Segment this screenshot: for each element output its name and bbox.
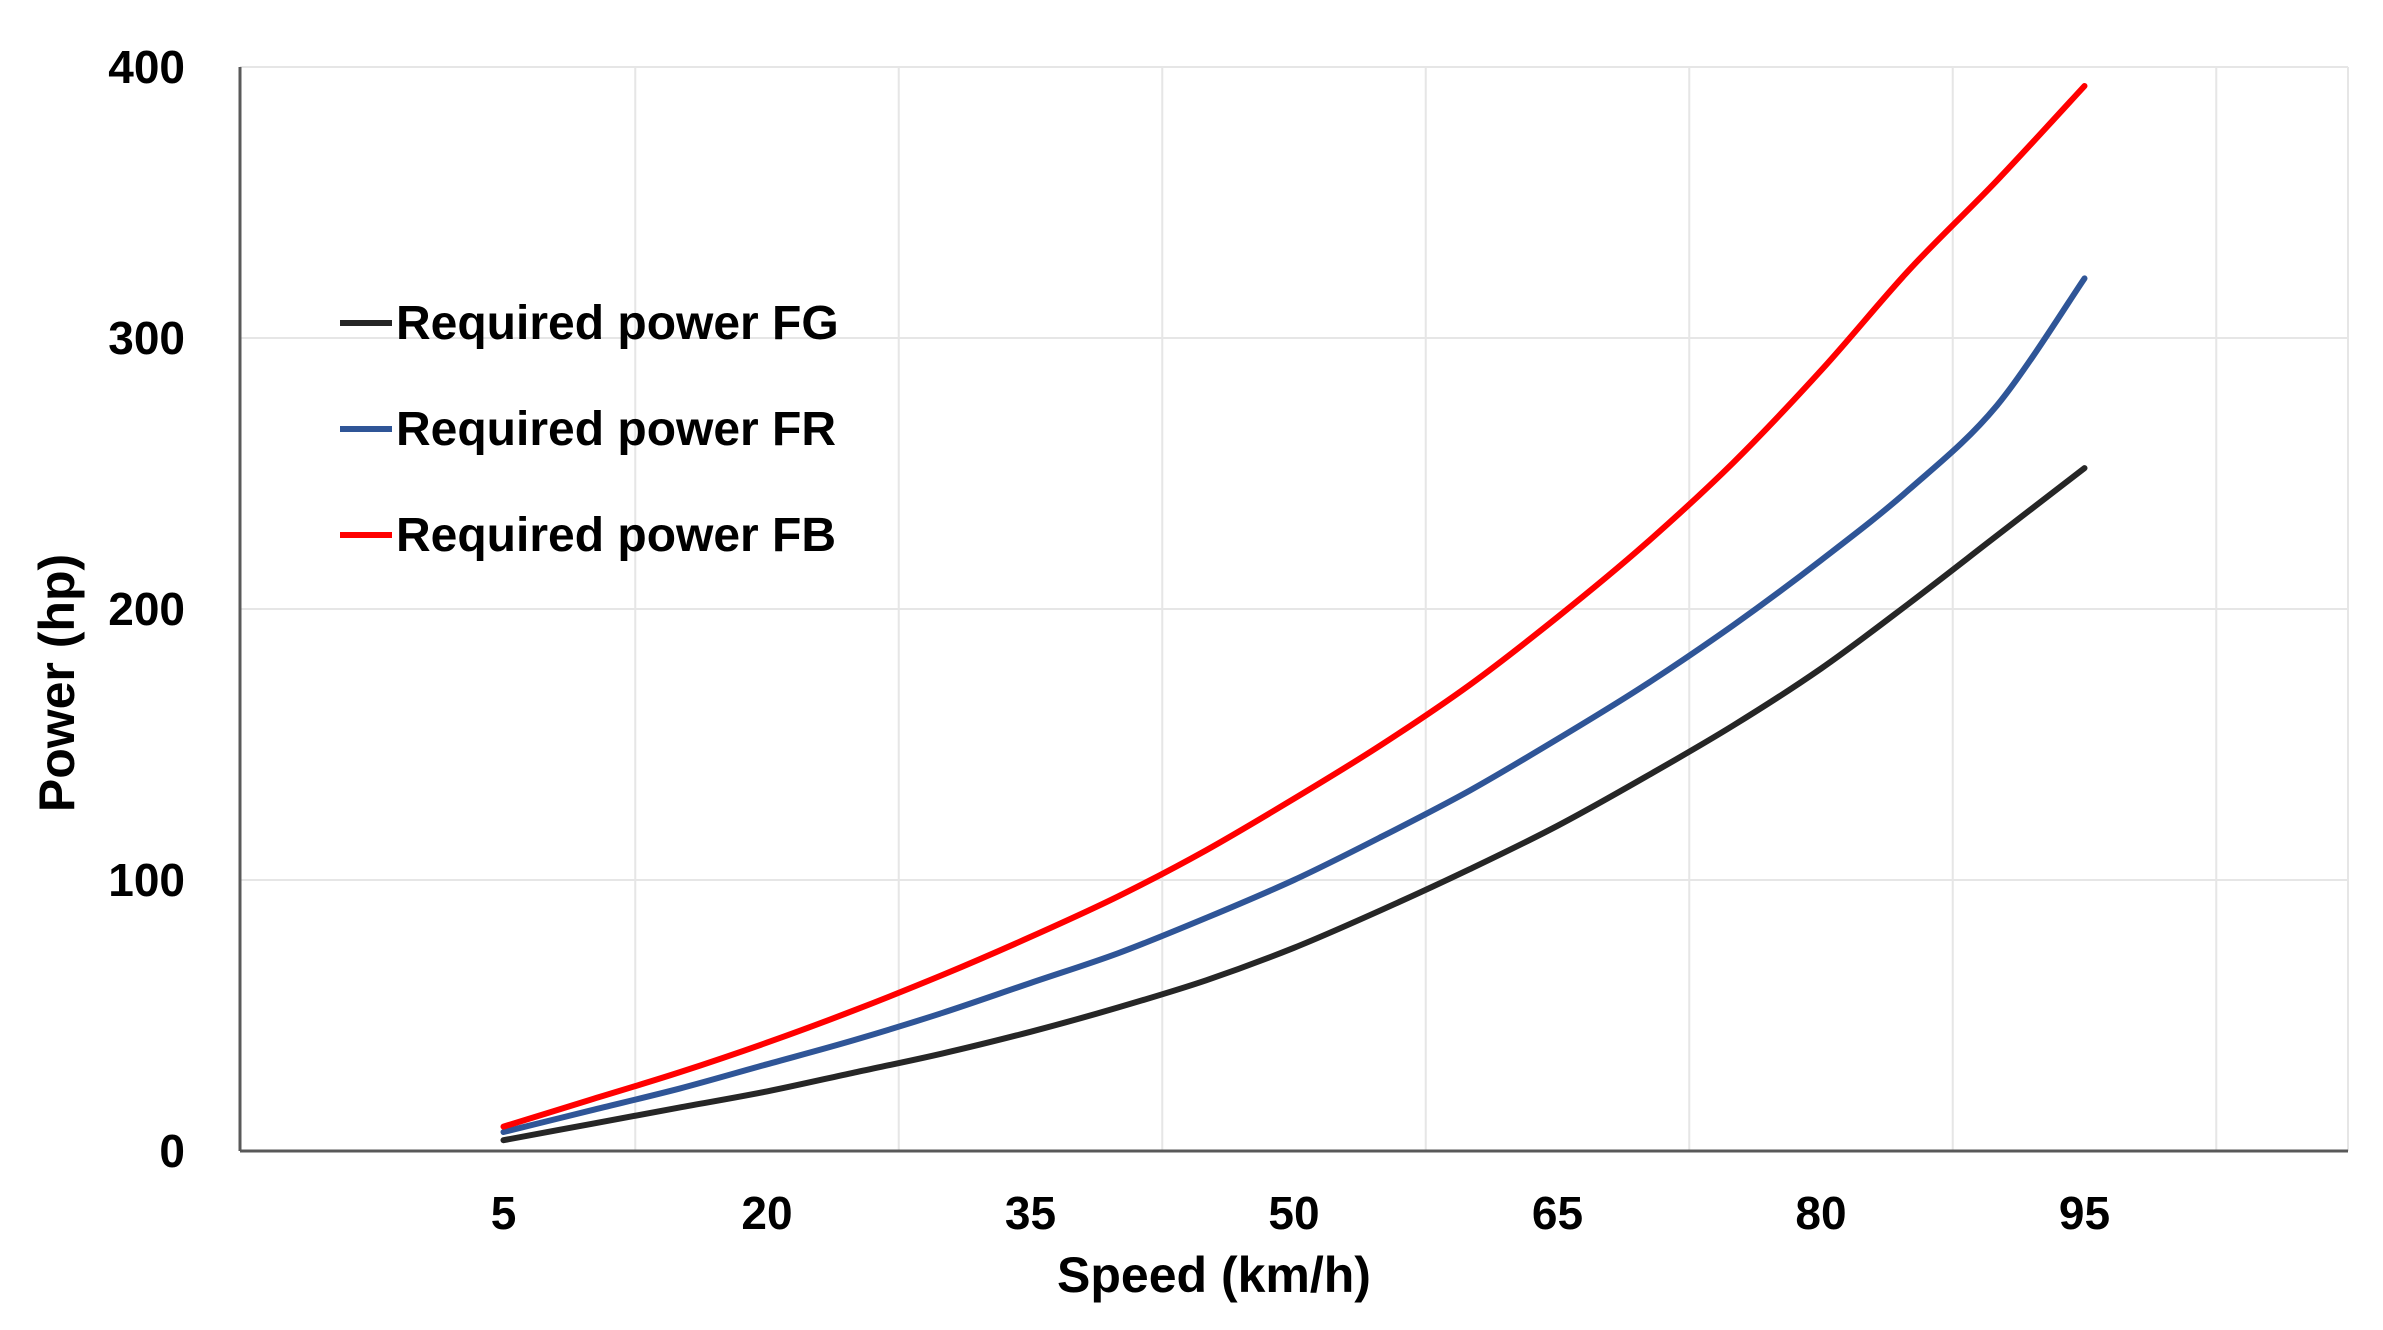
x-tick-label: 95 [2059, 1187, 2110, 1239]
x-tick-label: 80 [1795, 1187, 1846, 1239]
series-line-required-power-fr [500, 275, 2088, 1135]
x-tick-label: 35 [1005, 1187, 1056, 1239]
y-tick-label: 400 [108, 41, 185, 93]
x-tick-label: 20 [741, 1187, 792, 1239]
y-tick-label: 300 [108, 312, 185, 364]
legend-label-required-power-fg: Required power FG [396, 297, 839, 350]
x-tick-label: 5 [491, 1187, 517, 1239]
y-axis-title: Power (hp) [29, 554, 85, 812]
legend-label-required-power-fr: Required power FR [396, 403, 836, 456]
tick-labels: 0 100 200 300 400 5 20 35 50 65 80 95 [108, 41, 2110, 1239]
y-tick-label: 0 [159, 1125, 185, 1177]
series-lines [500, 83, 2088, 1144]
series-line-required-power-fg [500, 465, 2088, 1144]
series-line-required-power-fb [500, 83, 2088, 1130]
y-tick-label: 100 [108, 854, 185, 906]
x-tick-label: 65 [1532, 1187, 1583, 1239]
x-tick-label: 50 [1268, 1187, 1319, 1239]
legend: Required power FG Required power FR Requir… [340, 297, 839, 562]
x-axis-title: Speed (km/h) [1057, 1247, 1371, 1303]
legend-label-required-power-fb: Required power FB [396, 509, 836, 562]
axes [238, 67, 2348, 1153]
gridlines [240, 66, 2349, 1151]
y-tick-label: 200 [108, 583, 185, 635]
